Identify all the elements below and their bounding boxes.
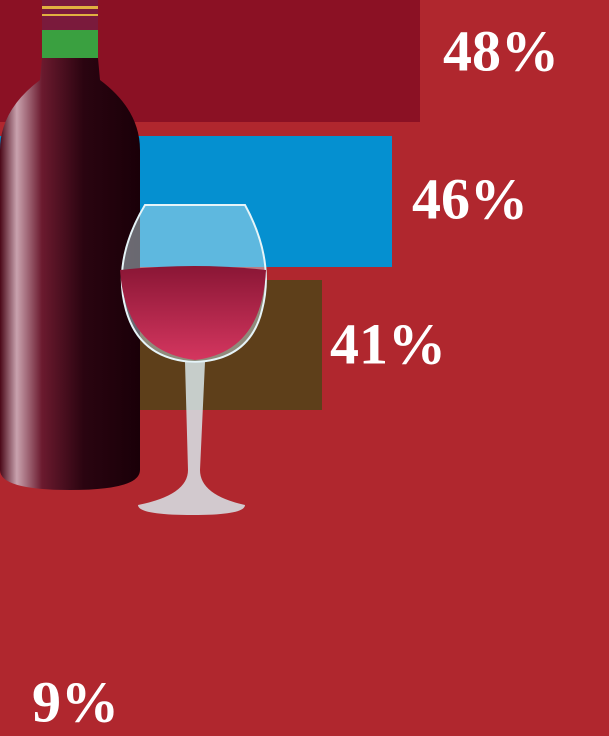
value-label: 41% — [330, 311, 446, 376]
value-label: 46% — [412, 166, 528, 231]
value-label: 9% — [32, 669, 119, 734]
wine-glass — [120, 204, 267, 515]
value-label: 48% — [443, 18, 559, 83]
bottle — [0, 0, 140, 490]
